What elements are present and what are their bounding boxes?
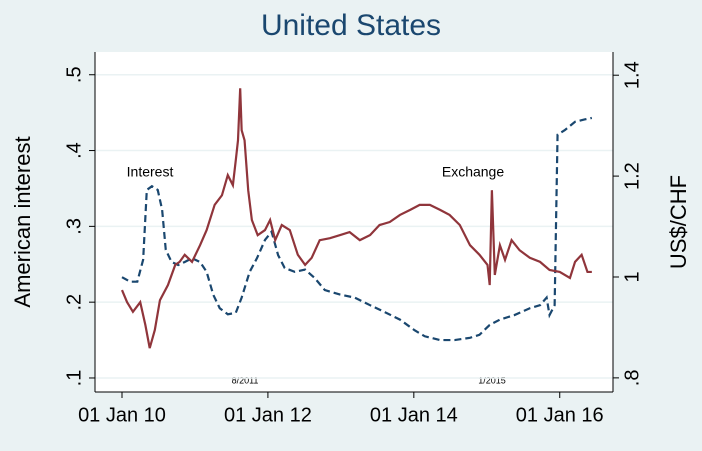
series-label: Interest [127, 164, 174, 180]
y-tick-label: .4 [63, 142, 85, 159]
x-tick-label: 01 Jan 16 [516, 404, 604, 426]
y-axis-title: American interest [10, 136, 35, 307]
y-tick-label: .2 [63, 294, 85, 311]
x-tick-label: 01 Jan 14 [370, 404, 458, 426]
y2-tick-label: 1.4 [621, 61, 643, 89]
y2-tick-label: 1 [621, 271, 643, 282]
y-tick-label: .1 [63, 370, 85, 387]
y2-tick-label: .8 [621, 370, 643, 387]
series-label: Exchange [442, 164, 504, 180]
line-series [121, 116, 593, 342]
chart-title: United States [261, 9, 441, 42]
annotation: 8/2011 [232, 375, 259, 385]
annotation: 1/2015 [478, 375, 506, 385]
y-tick-label: .5 [63, 66, 85, 83]
x-tick-label: 01 Jan 10 [78, 404, 166, 426]
plot-area [95, 52, 613, 392]
y-tick-label: .3 [63, 218, 85, 235]
y2-axis-title: US$/CHF [666, 175, 691, 269]
x-tick-label: 01 Jan 12 [224, 404, 312, 426]
line-series [120, 88, 592, 349]
y2-tick-label: 1.2 [621, 162, 643, 190]
